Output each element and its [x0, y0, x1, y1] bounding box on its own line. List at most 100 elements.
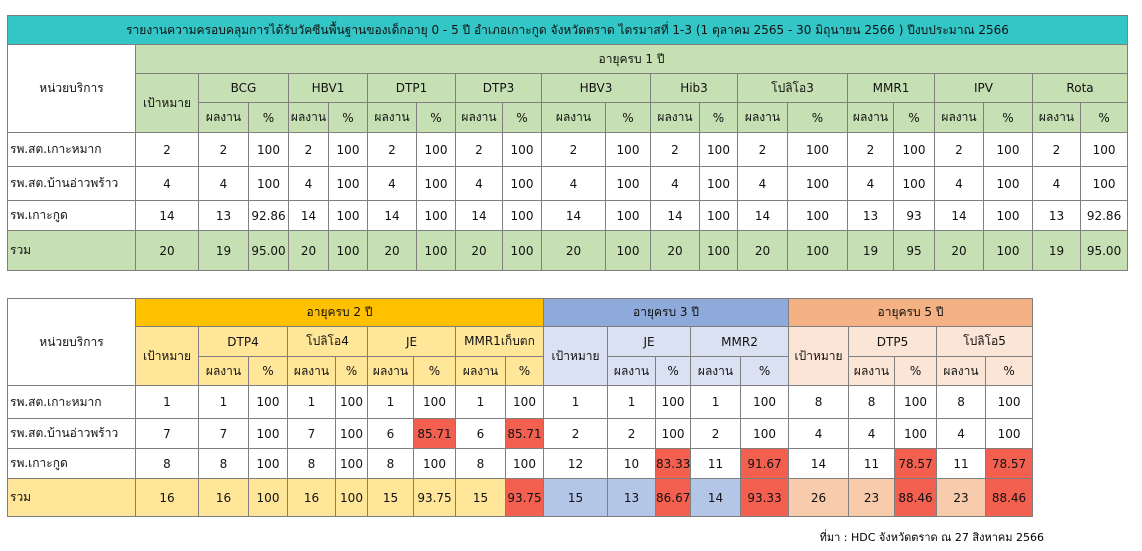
vaccine-header: DTP4 — [198, 326, 288, 357]
sub-header: ผลงาน — [607, 356, 657, 386]
cell: 13 — [607, 478, 657, 517]
cell: 100 — [335, 478, 368, 517]
cell: 4 — [288, 166, 329, 201]
sub-header: ผลงาน — [455, 356, 506, 386]
table-row: รพ.สต.เกาะหมาก 1 1 100 1 100 1 100 1 100 1 1 100 1 100… — [7, 385, 1034, 419]
cell: 15 — [367, 478, 414, 517]
cell: 100 — [416, 132, 456, 167]
cell: 4 — [788, 418, 850, 449]
cell: 2 — [541, 132, 606, 167]
cell: 100 — [699, 132, 738, 167]
cell: 100 — [699, 200, 738, 231]
cell: 2 — [543, 418, 609, 449]
cell: 4 — [367, 166, 417, 201]
sub-header: ผลงาน — [367, 102, 417, 133]
table-age-2-5: หน่วยบริการ อายุครบ 2 ปี อายุครบ 3 ปี อายุค… — [7, 298, 1034, 517]
sub-header: % — [655, 356, 692, 386]
header: เป้าหมาย — [788, 326, 850, 386]
table-row: รายงานความครอบคลุมการได้รับวัคซีนพื้นฐาน… — [6, 15, 1129, 45]
table-title: รายงานความครอบคลุมการได้รับวัคซีนพื้นฐาน… — [6, 15, 1129, 45]
cell: 100 — [983, 230, 1033, 271]
cell: 13 — [847, 200, 894, 231]
cell: 100 — [328, 132, 368, 167]
cell: 100 — [985, 418, 1034, 449]
cell: 4 — [934, 166, 984, 201]
sub-header: ผลงาน — [1032, 102, 1081, 133]
sub-header: ผลงาน — [198, 102, 249, 133]
sub-header: % — [983, 102, 1033, 133]
cell: 93 — [893, 200, 935, 231]
cell: 83.33 — [655, 448, 692, 479]
table-row: รพ.เกาะกูด 8 8 100 8 100 8 100 8 100 12 10 83.33 11 91… — [7, 448, 1034, 479]
sub-header: % — [894, 356, 938, 386]
cell: 4 — [541, 166, 606, 201]
cell: 13 — [1032, 200, 1081, 231]
cell: 15 — [455, 478, 506, 517]
sub-header: ผลงาน — [847, 102, 894, 133]
cell: 100 — [504, 385, 545, 419]
cell: 20 — [288, 230, 329, 271]
cell: 100 — [894, 418, 938, 449]
cell: 100 — [605, 200, 651, 231]
sub-header: % — [413, 356, 456, 386]
header: หน่วยบริการ — [7, 44, 136, 133]
vaccine-header: HBV3 — [541, 73, 651, 103]
sub-header: ผลงาน — [198, 356, 249, 386]
cell: 91.67 — [740, 448, 790, 479]
cell: 100 — [248, 478, 288, 517]
cell: 11 — [848, 448, 896, 479]
cell: 14 — [367, 200, 417, 231]
sub-header: % — [504, 356, 545, 386]
cell: 20 — [455, 230, 503, 271]
group-header: อายุครบ 5 ปี — [788, 298, 1034, 327]
cell: 7 — [135, 418, 199, 449]
vaccine-header: JE — [367, 326, 456, 357]
cell: 100 — [699, 166, 738, 201]
unit-name: รพ.เกาะกูด — [7, 200, 136, 231]
sub-header: ผลงาน — [288, 102, 329, 133]
cell: 100 — [502, 166, 542, 201]
cell: 4 — [650, 166, 700, 201]
sub-header: ผลงาน — [367, 356, 414, 386]
sub-header: % — [699, 102, 738, 133]
cell: 19 — [198, 230, 249, 271]
cell: 100 — [413, 385, 456, 419]
cell: 92.86 — [248, 200, 289, 231]
cell: 100 — [335, 418, 368, 449]
vaccine-header: DTP5 — [848, 326, 938, 357]
group-header: อายุครบ 3 ปี — [543, 298, 790, 327]
cell: 6 — [455, 418, 506, 449]
cell: 1 — [198, 385, 249, 419]
cell: 100 — [893, 166, 935, 201]
table-row: ผลงาน% ผลงาน% ผลงาน% ผลงาน% ผลงาน% ผลงาน% ผลงา… — [8, 356, 1034, 386]
cell: 100 — [248, 132, 289, 167]
vaccine-header: MMR1เก็บตก — [454, 326, 545, 357]
table-row: รวม 20 19 95.00 20 100 20 100 20 100 20 100 20 100 20 1… — [7, 230, 1129, 271]
cell: 19 — [847, 230, 894, 271]
sub-header: ผลงาน — [541, 102, 606, 133]
cell: 11 — [690, 448, 742, 479]
cell: 100 — [416, 230, 456, 271]
cell: 4 — [135, 166, 199, 201]
cell: 14 — [690, 478, 742, 517]
cell: 10 — [607, 448, 657, 479]
cell: 93.75 — [413, 478, 456, 517]
vaccine-header: MMR1 — [847, 73, 935, 103]
cell: 100 — [985, 385, 1034, 419]
cell: 100 — [328, 166, 368, 201]
cell: 100 — [894, 385, 938, 419]
table-row: ผลงาน% ผลงาน% ผลงาน% ผลงาน% ผลงาน% ผลงาน% ผลงา… — [8, 102, 1129, 133]
cell: 86.67 — [655, 478, 692, 517]
cell: 16 — [198, 478, 249, 517]
cell: 8 — [198, 448, 249, 479]
cell: 78.57 — [894, 448, 938, 479]
cell: 14 — [934, 200, 984, 231]
cell: 2 — [198, 132, 249, 167]
cell: 2 — [847, 132, 894, 167]
sub-header: ผลงาน — [737, 102, 788, 133]
vaccine-header: HBV1 — [288, 73, 368, 103]
cell: 100 — [504, 448, 545, 479]
cell: 4 — [198, 166, 249, 201]
sub-header: % — [335, 356, 368, 386]
cell: 15 — [543, 478, 609, 517]
